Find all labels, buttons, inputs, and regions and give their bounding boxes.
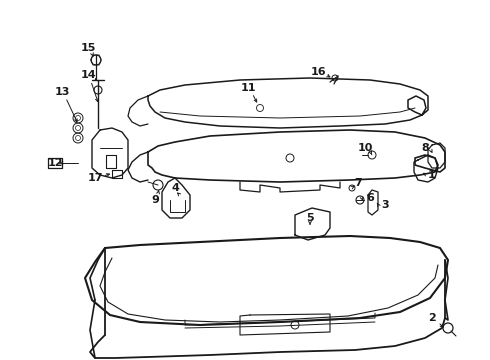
Text: 9: 9: [151, 195, 159, 205]
Text: 6: 6: [366, 193, 374, 203]
Text: 10: 10: [357, 143, 373, 153]
Text: 1: 1: [428, 170, 436, 180]
Text: 5: 5: [306, 213, 314, 223]
Text: 13: 13: [54, 87, 70, 97]
Text: 15: 15: [80, 43, 96, 53]
Text: 2: 2: [428, 313, 436, 323]
Text: 8: 8: [421, 143, 429, 153]
Text: 4: 4: [171, 183, 179, 193]
Text: 3: 3: [381, 200, 389, 210]
Text: 14: 14: [80, 70, 96, 80]
Text: 12: 12: [47, 158, 63, 168]
Text: 7: 7: [354, 178, 362, 188]
Text: 16: 16: [310, 67, 326, 77]
Text: 11: 11: [240, 83, 256, 93]
Text: 17: 17: [87, 173, 103, 183]
